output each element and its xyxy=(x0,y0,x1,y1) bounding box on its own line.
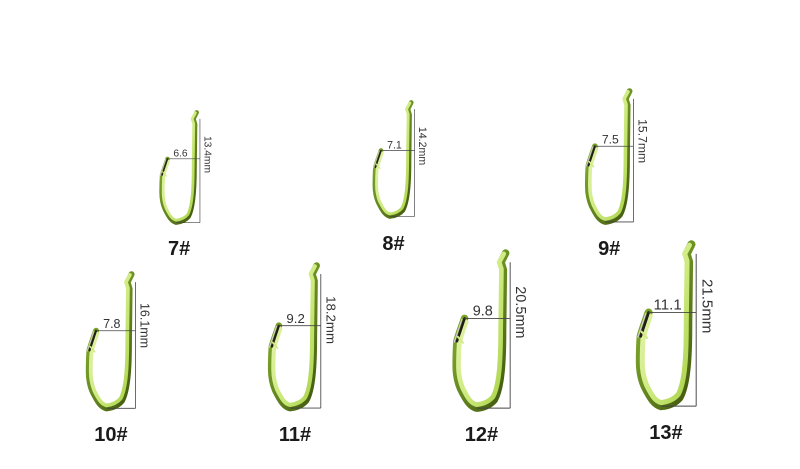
svg-text:18.2mm: 18.2mm xyxy=(324,296,339,344)
svg-text:9.2: 9.2 xyxy=(287,311,305,326)
svg-text:20.5mm: 20.5mm xyxy=(512,286,528,338)
svg-text:6.6: 6.6 xyxy=(173,148,188,159)
svg-text:16.1mm: 16.1mm xyxy=(138,303,152,348)
svg-text:7.8: 7.8 xyxy=(103,317,120,331)
svg-text:11.1: 11.1 xyxy=(653,296,681,313)
svg-text:7.5: 7.5 xyxy=(602,133,619,147)
svg-text:9.8: 9.8 xyxy=(473,303,493,319)
svg-text:21.5mm: 21.5mm xyxy=(698,279,715,333)
svg-text:14.2mm: 14.2mm xyxy=(416,127,428,165)
svg-text:15.7mm: 15.7mm xyxy=(635,119,649,163)
svg-text:7.1: 7.1 xyxy=(387,140,402,152)
svg-text:13.4mm: 13.4mm xyxy=(201,136,212,173)
